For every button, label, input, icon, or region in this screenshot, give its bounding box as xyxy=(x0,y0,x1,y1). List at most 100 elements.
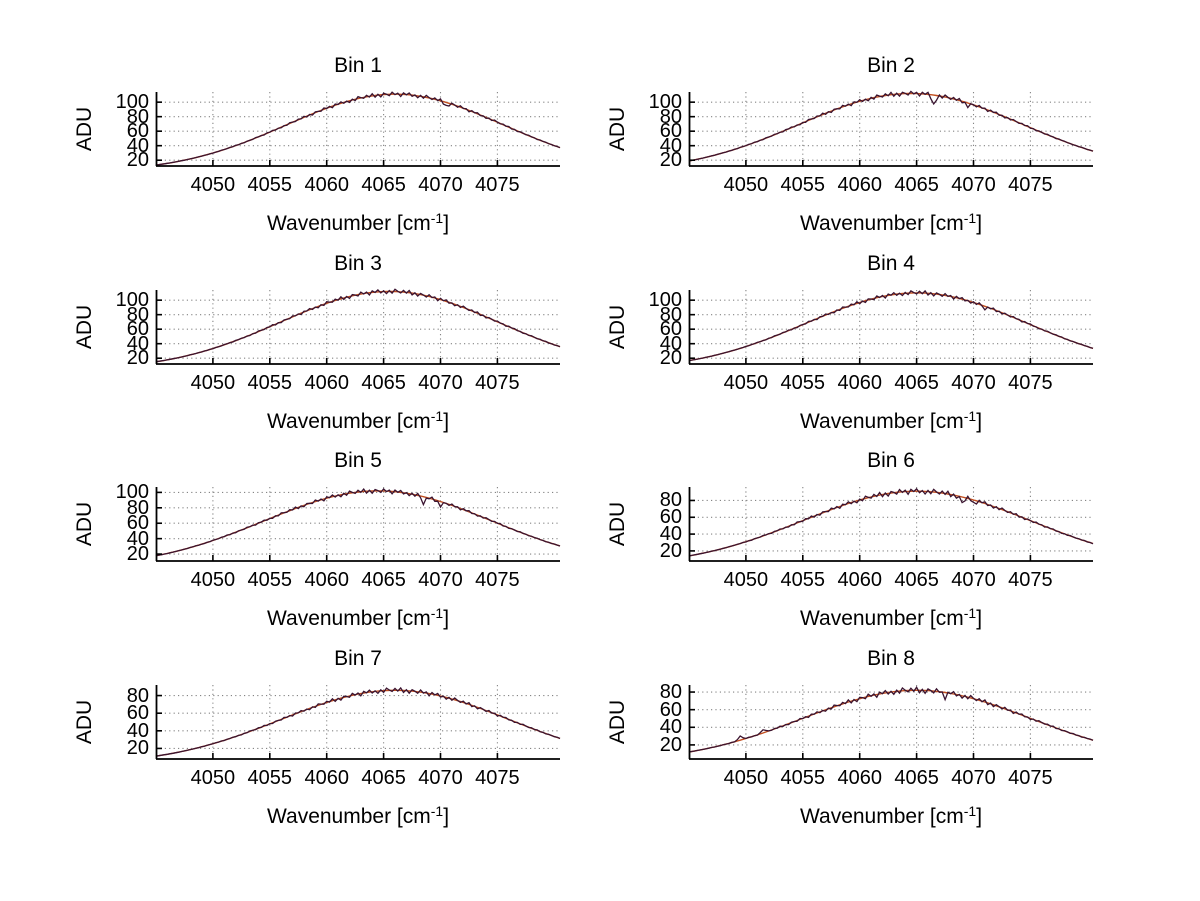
x-tick-label: 4070 xyxy=(951,767,996,789)
y-tick-label: 40 xyxy=(126,134,149,157)
x-axis-label-main: Wavenumber [cm xyxy=(266,805,431,828)
x-tick-label: 4060 xyxy=(304,767,349,789)
data-curve xyxy=(688,289,1094,362)
x-tick-label: 4060 xyxy=(837,767,882,789)
y-tick-label: 80 xyxy=(659,681,682,704)
plot-area xyxy=(155,685,561,760)
x-axis-label-superscript: -1 xyxy=(963,408,977,424)
x-axis-label: Wavenumber [cm-1] xyxy=(156,206,560,236)
subplot-title: Bin 8 xyxy=(867,647,915,670)
fit-curve xyxy=(688,92,1094,162)
fit-curve xyxy=(155,93,561,166)
subplot-title: Bin 5 xyxy=(334,449,382,472)
x-tick-label: 4070 xyxy=(951,372,996,394)
y-tick-label: 100 xyxy=(115,481,149,504)
y-tick-label: 100 xyxy=(115,91,149,114)
x-axis-label-close: ] xyxy=(443,212,450,235)
y-tick-label: 60 xyxy=(659,120,682,143)
plot-area xyxy=(155,487,561,562)
y-tick-label: 100 xyxy=(648,91,682,114)
x-axis-label-main: Wavenumber [cm xyxy=(799,805,964,828)
x-axis-label: Wavenumber [cm-1] xyxy=(689,404,1093,434)
x-tick-label: 4075 xyxy=(475,372,520,394)
x-tick-label: 4075 xyxy=(1008,174,1053,196)
x-tick-label: 4075 xyxy=(1008,569,1053,591)
x-axis-label: Wavenumber [cm-1] xyxy=(689,206,1093,236)
x-tick-label: 4050 xyxy=(723,569,769,591)
x-tick-label: 4065 xyxy=(894,372,939,394)
x-tick-label: 4050 xyxy=(190,767,236,789)
y-tick-label: 40 xyxy=(659,134,682,157)
x-tick-label: 4060 xyxy=(837,174,882,196)
y-tick-label: 20 xyxy=(126,149,149,172)
x-axis-label: Wavenumber [cm-1] xyxy=(156,404,560,434)
subplot-title: Bin 1 xyxy=(334,54,382,77)
x-axis-label-superscript: -1 xyxy=(963,605,977,621)
y-tick-label: 60 xyxy=(126,318,149,341)
x-axis-label-superscript: -1 xyxy=(430,210,444,226)
x-axis-label-main: Wavenumber [cm xyxy=(266,212,431,235)
y-tick-label: 40 xyxy=(659,332,682,355)
x-tick-label: 4050 xyxy=(723,174,769,196)
x-axis-label-main: Wavenumber [cm xyxy=(266,410,431,433)
subplot-bin-8: Bin 8 ADU 80 60 40 20 4050 4055 4060 4065 4070 4075… xyxy=(606,647,1094,828)
data-curve xyxy=(688,686,1094,753)
x-tick-label: 4060 xyxy=(837,569,882,591)
x-tick-label: 4050 xyxy=(723,767,769,789)
x-tick-label: 4050 xyxy=(190,174,236,196)
x-tick-label: 4055 xyxy=(780,767,826,789)
x-axis-label-superscript: -1 xyxy=(430,803,444,819)
subplot-title: Bin 4 xyxy=(867,252,915,275)
x-tick-label: 4065 xyxy=(361,767,406,789)
x-tick-label: 4065 xyxy=(361,569,406,591)
x-axis-label-superscript: -1 xyxy=(963,210,977,226)
y-tick-label: 80 xyxy=(659,303,682,326)
x-axis-label-close: ] xyxy=(976,607,983,630)
y-tick-label: 60 xyxy=(126,120,149,143)
data-curve xyxy=(155,487,561,557)
subplot-title: Bin 7 xyxy=(334,647,382,670)
subplot-title: Bin 2 xyxy=(867,54,915,77)
x-tick-label: 4075 xyxy=(1008,767,1053,789)
data-curve xyxy=(155,686,561,757)
y-tick-label: 80 xyxy=(126,303,149,326)
y-tick-label: 100 xyxy=(115,289,149,312)
subplot-bin-3: Bin 3 ADU 100 80 60 40 20 4050 4055 4060 4065 4070 4… xyxy=(73,252,561,433)
subplot-title: Bin 6 xyxy=(867,449,915,472)
data-curve xyxy=(688,90,1094,162)
x-tick-label: 4060 xyxy=(304,174,349,196)
x-tick-label: 4055 xyxy=(247,767,293,789)
x-axis-label-close: ] xyxy=(976,212,983,235)
y-tick-label: 40 xyxy=(659,523,682,546)
data-curve xyxy=(155,288,561,363)
data-curve xyxy=(155,91,561,166)
y-tick-label: 20 xyxy=(126,737,149,760)
subplot-bin-6: Bin 6 ADU 80 60 40 20 4050 4055 4060 4065 4070 4075… xyxy=(606,449,1094,630)
subplot-bin-4: Bin 4 ADU 100 80 60 40 20 4050 4055 4060 4065 4070 4… xyxy=(606,252,1094,433)
subplot-bin-1: Bin 1 ADU 100 80 60 40 20 4050 4055 4060 4065 4070 4… xyxy=(73,54,561,235)
fit-curve xyxy=(688,689,1094,753)
plot-area xyxy=(688,289,1094,365)
y-tick-label: 20 xyxy=(126,543,149,566)
y-tick-label: 80 xyxy=(659,105,682,128)
plot-area xyxy=(155,288,561,365)
x-tick-label: 4060 xyxy=(837,372,882,394)
x-tick-label: 4050 xyxy=(190,569,236,591)
x-axis-label-close: ] xyxy=(443,607,450,630)
x-axis-label: Wavenumber [cm-1] xyxy=(156,601,560,631)
subplot-bin-5: Bin 5 ADU 100 80 60 40 20 4050 4055 4060 4065 4070 4… xyxy=(73,449,561,630)
plot-area xyxy=(688,685,1094,760)
plot-area xyxy=(688,487,1094,562)
x-axis-label-close: ] xyxy=(976,410,983,433)
y-tick-label: 80 xyxy=(126,105,149,128)
x-axis-label-superscript: -1 xyxy=(430,408,444,424)
x-tick-label: 4050 xyxy=(723,372,769,394)
x-tick-label: 4065 xyxy=(361,174,406,196)
x-axis-label-main: Wavenumber [cm xyxy=(799,607,964,630)
y-tick-label: 40 xyxy=(126,719,149,742)
data-curve xyxy=(688,487,1094,557)
y-tick-label: 60 xyxy=(126,702,149,725)
y-tick-label: 60 xyxy=(126,512,149,535)
y-tick-label: 40 xyxy=(659,716,682,739)
x-tick-label: 4055 xyxy=(247,174,293,196)
